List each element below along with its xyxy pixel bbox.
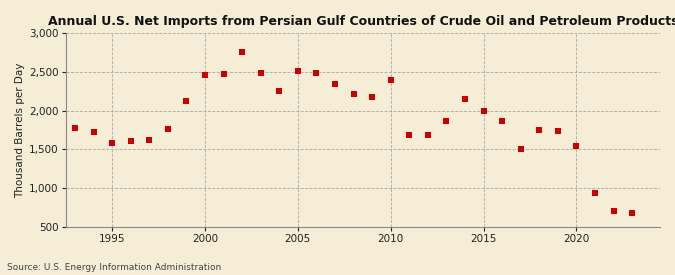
Point — [163, 127, 173, 131]
Point — [627, 211, 638, 216]
Point — [329, 82, 340, 87]
Point — [237, 50, 248, 54]
Point — [478, 108, 489, 113]
Point — [274, 88, 285, 93]
Point — [200, 73, 211, 77]
Point — [292, 69, 303, 73]
Point — [589, 191, 600, 196]
Point — [460, 97, 470, 102]
Point — [348, 91, 359, 96]
Point — [423, 133, 433, 138]
Point — [181, 98, 192, 103]
Y-axis label: Thousand Barrels per Day: Thousand Barrels per Day — [15, 62, 25, 198]
Text: Source: U.S. Energy Information Administration: Source: U.S. Energy Information Administ… — [7, 263, 221, 272]
Point — [218, 71, 229, 76]
Point — [311, 71, 322, 75]
Point — [497, 119, 508, 124]
Point — [255, 71, 266, 75]
Point — [515, 147, 526, 152]
Point — [552, 129, 563, 134]
Point — [107, 141, 117, 145]
Point — [70, 125, 80, 130]
Title: Annual U.S. Net Imports from Persian Gulf Countries of Crude Oil and Petroleum P: Annual U.S. Net Imports from Persian Gul… — [48, 15, 675, 28]
Point — [126, 139, 136, 143]
Point — [441, 119, 452, 124]
Point — [88, 130, 99, 134]
Point — [385, 78, 396, 83]
Point — [367, 95, 377, 100]
Point — [144, 138, 155, 142]
Point — [404, 133, 414, 138]
Point — [534, 128, 545, 132]
Point — [571, 144, 582, 148]
Point — [608, 209, 619, 213]
